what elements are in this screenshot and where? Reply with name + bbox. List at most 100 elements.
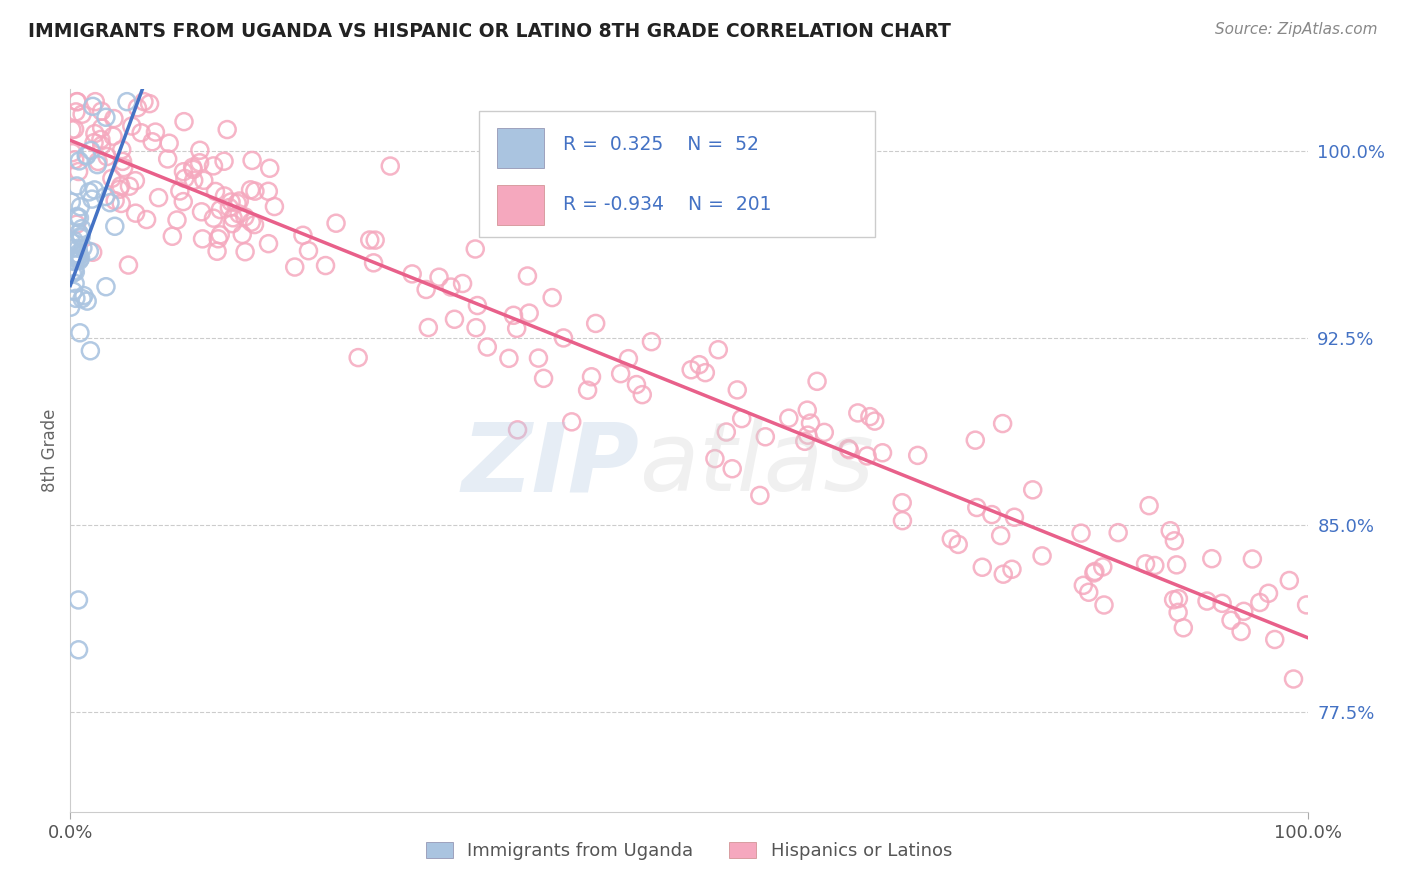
Point <box>418 320 440 334</box>
Point <box>222 211 245 225</box>
Point <box>66 95 89 109</box>
Point <box>1282 672 1305 686</box>
Point <box>401 267 423 281</box>
Point <box>205 244 228 259</box>
Point <box>70 229 93 244</box>
Legend: Immigrants from Uganda, Hispanics or Latinos: Immigrants from Uganda, Hispanics or Lat… <box>419 835 959 868</box>
Point <box>754 430 776 444</box>
Point <box>172 165 194 179</box>
Point <box>65 265 87 279</box>
Point <box>60 235 83 249</box>
Point <box>69 252 91 266</box>
Point <box>65 291 87 305</box>
Point <box>66 178 89 193</box>
Point <box>502 308 524 322</box>
Point <box>112 161 135 175</box>
Point <box>415 283 437 297</box>
Point <box>1071 578 1094 592</box>
Point <box>725 383 748 397</box>
Point <box>259 161 281 176</box>
Point <box>297 244 319 258</box>
Point <box>966 500 988 515</box>
Point <box>561 415 583 429</box>
Point <box>190 204 212 219</box>
Point <box>533 371 555 385</box>
Point <box>1022 483 1045 497</box>
Point <box>863 414 886 428</box>
Point <box>218 201 240 215</box>
Point <box>240 153 263 168</box>
Point <box>115 95 138 109</box>
Point <box>467 299 489 313</box>
Point <box>111 143 134 157</box>
Point <box>1143 558 1166 573</box>
Point <box>797 428 820 442</box>
Point <box>101 129 124 144</box>
Point <box>443 312 465 326</box>
Point <box>1167 591 1189 606</box>
Point <box>219 194 242 209</box>
Point <box>233 244 256 259</box>
Point <box>63 153 86 167</box>
Point <box>82 245 104 260</box>
Point <box>1230 624 1253 639</box>
Point <box>108 182 131 196</box>
Point <box>315 259 337 273</box>
Point <box>991 417 1014 431</box>
Point <box>477 340 499 354</box>
Point <box>69 248 91 262</box>
Point <box>707 343 730 357</box>
Point <box>257 184 280 198</box>
Point <box>62 233 84 247</box>
Point <box>440 280 463 294</box>
Point <box>83 136 105 150</box>
Point <box>347 351 370 365</box>
Point <box>1166 558 1188 572</box>
Point <box>138 96 160 111</box>
Point <box>516 268 538 283</box>
Point <box>1241 552 1264 566</box>
Point <box>1137 499 1160 513</box>
FancyBboxPatch shape <box>478 111 875 237</box>
Point <box>207 232 229 246</box>
Point <box>240 215 263 229</box>
Point <box>67 593 90 607</box>
Point <box>464 242 486 256</box>
Point <box>231 227 253 242</box>
Point <box>799 416 821 430</box>
Point <box>82 99 104 113</box>
Point <box>1004 510 1026 524</box>
Point <box>162 229 184 244</box>
Point <box>872 446 894 460</box>
Point <box>1264 632 1286 647</box>
Point <box>111 154 134 169</box>
Point <box>101 171 124 186</box>
Point <box>941 532 963 546</box>
Point <box>243 184 266 198</box>
Point <box>1278 574 1301 588</box>
Point <box>1201 551 1223 566</box>
Point <box>859 409 882 424</box>
Point <box>94 110 117 124</box>
Point <box>94 279 117 293</box>
Point <box>67 153 90 168</box>
Point <box>63 122 86 136</box>
Point <box>631 387 654 401</box>
Point <box>67 226 90 240</box>
Point <box>59 300 82 314</box>
Point <box>63 277 86 291</box>
Point <box>90 138 112 153</box>
Point <box>695 366 717 380</box>
Point <box>891 514 914 528</box>
Point <box>846 406 869 420</box>
Point <box>212 154 235 169</box>
Point <box>226 196 249 211</box>
Point <box>257 236 280 251</box>
Point <box>1249 595 1271 609</box>
Point <box>66 252 89 267</box>
Point <box>70 107 93 121</box>
Point <box>117 258 139 272</box>
Bar <box>498 128 544 168</box>
Point <box>173 114 195 128</box>
Point <box>202 159 225 173</box>
